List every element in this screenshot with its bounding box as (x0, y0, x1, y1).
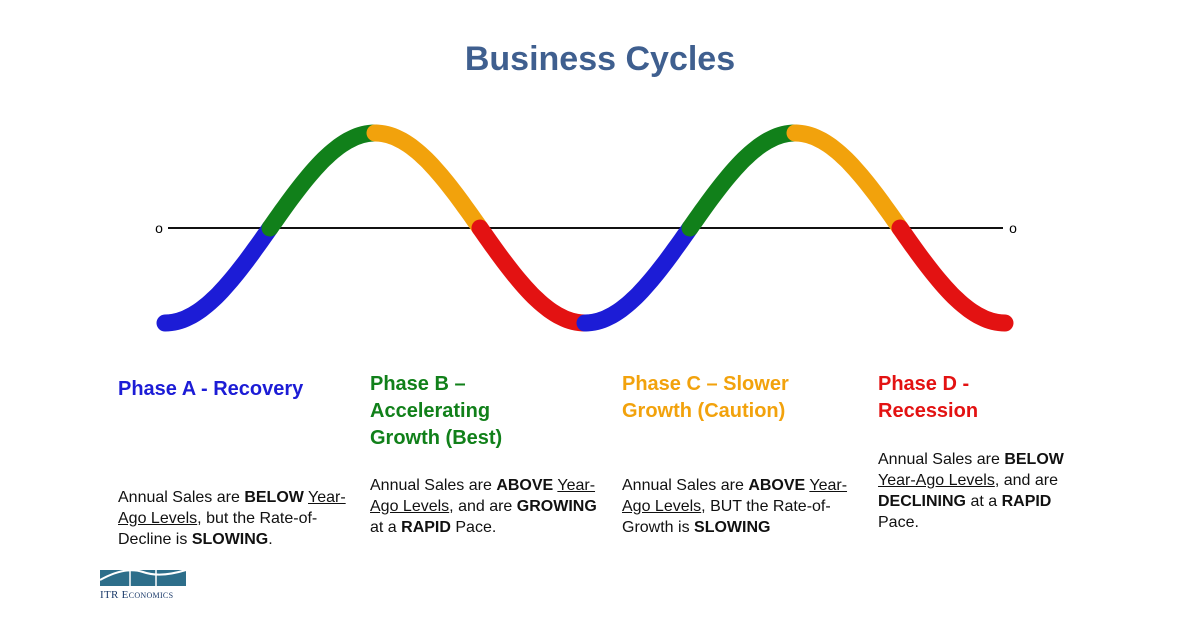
phase-description: Annual Sales are BELOW Year-Ago Levels, … (878, 449, 1093, 533)
text-run: Annual Sales are (878, 451, 1005, 468)
phase-name: Phase B – Accelerating Growth (Best) (370, 373, 503, 449)
logo-text: ITR Economics (100, 589, 174, 601)
wave-segment (681, 124, 804, 237)
text-run: Annual Sales are (370, 477, 497, 494)
wave-segment (366, 124, 489, 237)
text-run: Annual Sales are (622, 477, 749, 494)
text-run: DECLINING (878, 493, 966, 510)
text-run: , and are (994, 472, 1058, 489)
phase-description: Annual Sales are ABOVE Year-Ago Levels, … (622, 475, 862, 538)
wave-segment (786, 124, 909, 237)
text-run: at a (966, 493, 1002, 510)
phase-description: Annual Sales are BELOW Year-Ago Levels, … (118, 487, 358, 550)
text-run: SLOWING (694, 519, 771, 536)
wave-segment (471, 219, 594, 332)
title: Business Cycles (464, 40, 736, 78)
text-run: GROWING (516, 498, 597, 515)
wave (156, 124, 1014, 332)
axis-label: o (1009, 220, 1017, 236)
text-run: at a (370, 519, 402, 536)
text-run: Year-Ago Levels (118, 489, 346, 527)
wave-segment (261, 124, 384, 237)
text-run: Annual Sales are (118, 489, 245, 506)
text-run: ABOVE (748, 477, 806, 494)
text-run: SLOWING (191, 531, 269, 548)
phase-name: Phase D - Recession (878, 373, 979, 422)
wave-segment (891, 219, 1014, 332)
text-run: Year-Ago Levels (370, 477, 596, 515)
text-run: Year-Ago Levels (622, 477, 848, 515)
text-run: , and are (449, 498, 517, 515)
logo-wave (99, 569, 187, 581)
text-run: BELOW (244, 489, 304, 506)
text-run: Year-Ago Levels (878, 472, 995, 489)
text-run: RAPID (1001, 493, 1052, 510)
wave-segment (576, 219, 699, 332)
phase-name: Phase C – Slower Growth (Caution) (622, 373, 789, 422)
logo-mark (99, 569, 187, 586)
text-run: , BUT the Rate-of-Growth is (622, 498, 831, 536)
text-run: RAPID (401, 519, 451, 536)
phase-description: Annual Sales are ABOVE Year-Ago Levels, … (370, 475, 610, 538)
text-run: ABOVE (496, 477, 554, 494)
text-run: Pace. (878, 514, 919, 531)
phase-name: Phase A - Recovery (118, 378, 304, 400)
text-run: . (268, 531, 273, 548)
text-run: BELOW (1004, 451, 1064, 468)
wave-segment (156, 219, 279, 332)
axis-label: o (155, 220, 163, 236)
text-run: Pace. (450, 519, 497, 536)
text-run: , but the Rate-of-Decline is (118, 510, 318, 548)
